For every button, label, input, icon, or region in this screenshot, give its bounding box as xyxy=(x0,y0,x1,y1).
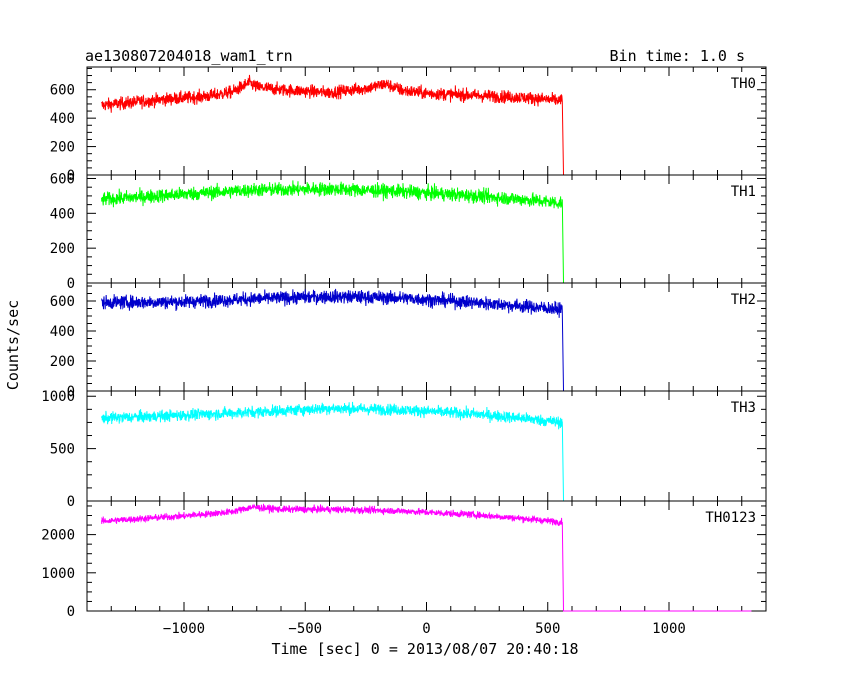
y-tick-label: 2000 xyxy=(41,528,75,544)
y-tick-label: 400 xyxy=(50,324,75,340)
y-tick-label: 500 xyxy=(50,442,75,458)
y-tick-label: 0 xyxy=(67,168,75,184)
chart-title: ae130807204018_wam1_trn xyxy=(85,47,293,65)
y-tick-label: 400 xyxy=(50,111,75,127)
series-label: TH1 xyxy=(731,184,756,200)
series-line-th1 xyxy=(101,180,752,284)
panel-frame xyxy=(86,500,767,612)
y-tick-label: 200 xyxy=(50,140,75,156)
y-tick-label: 1000 xyxy=(41,389,75,405)
y-tick-label: 1000 xyxy=(41,566,75,582)
series-line-th0123 xyxy=(101,503,752,612)
series-label: TH3 xyxy=(731,400,756,416)
y-tick-label: 200 xyxy=(50,354,75,370)
series-label: TH0 xyxy=(731,76,756,92)
x-tick-label: −500 xyxy=(288,621,322,637)
panel-th0: 0 200 400 600 TH0 xyxy=(50,66,767,184)
panel-th3: 0 500 1000 TH3 xyxy=(41,389,767,510)
y-tick-label: 400 xyxy=(50,206,75,222)
y-tick-label: 0 xyxy=(67,494,75,510)
series-line-th2 xyxy=(101,288,752,392)
panel-frame xyxy=(86,390,767,502)
y-tick-label: 0 xyxy=(67,384,75,400)
panel-frame xyxy=(86,66,767,176)
y-tick-label: 0 xyxy=(67,604,75,620)
series-label: TH0123 xyxy=(705,510,756,526)
x-axis-title: Time [sec] 0 = 2013/08/07 20:40:18 xyxy=(271,640,578,658)
y-tick-label: 600 xyxy=(50,294,75,310)
y-tick-label: 200 xyxy=(50,241,75,257)
series-line-th3 xyxy=(101,401,752,502)
y-axis-title: Counts/sec xyxy=(4,300,22,390)
x-tick-label: 1000 xyxy=(652,621,686,637)
panel-th1: 0 200 400 600 TH1 xyxy=(50,171,767,292)
y-tick-label: 600 xyxy=(50,171,75,187)
x-tick-label: 0 xyxy=(422,621,430,637)
panel-th0123: 0 1000 2000 TH0123 −1000 −500 0 500 1000 xyxy=(41,500,767,637)
x-tick-label: 500 xyxy=(535,621,560,637)
x-tick-label: −1000 xyxy=(163,621,205,637)
series-line-th0 xyxy=(101,74,752,176)
chart-subtitle: Bin time: 1.0 s xyxy=(610,47,745,65)
series-label: TH2 xyxy=(731,292,756,308)
panel-th2: 0 200 400 600 TH2 xyxy=(50,282,767,400)
y-tick-label: 600 xyxy=(50,83,75,99)
y-tick-label: 0 xyxy=(67,276,75,292)
